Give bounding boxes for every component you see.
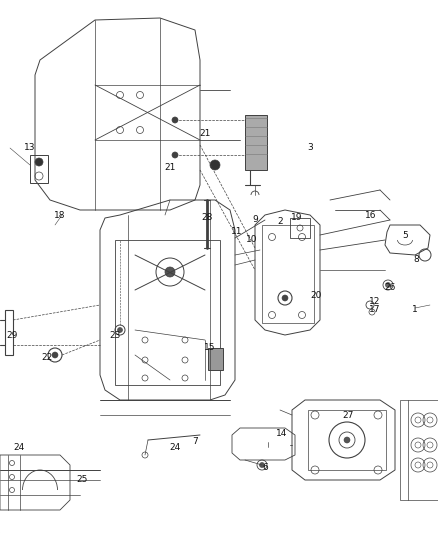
Text: 12: 12	[369, 297, 381, 306]
Text: 21: 21	[199, 128, 211, 138]
Text: 5: 5	[402, 230, 408, 239]
Bar	[245, 115, 267, 170]
Circle shape	[117, 327, 123, 333]
Text: 10: 10	[246, 236, 258, 245]
Circle shape	[210, 160, 220, 170]
Text: 8: 8	[413, 255, 419, 264]
Text: 15: 15	[204, 343, 216, 352]
Circle shape	[52, 352, 58, 358]
Bar	[308, 410, 386, 470]
Text: 19: 19	[291, 214, 303, 222]
Text: 1: 1	[412, 305, 418, 314]
Text: 25: 25	[76, 475, 88, 484]
Text: 24: 24	[14, 443, 25, 453]
Circle shape	[344, 437, 350, 443]
Circle shape	[172, 117, 178, 123]
Bar	[30, 155, 48, 183]
Text: 20: 20	[310, 290, 321, 300]
Bar	[262, 225, 314, 323]
Text: 11: 11	[231, 228, 243, 237]
Circle shape	[385, 282, 391, 287]
Circle shape	[35, 158, 43, 166]
Circle shape	[282, 295, 288, 301]
Text: 21: 21	[164, 164, 176, 173]
Text: 14: 14	[276, 429, 288, 438]
Bar	[208, 348, 223, 370]
Circle shape	[259, 463, 265, 467]
Text: 3: 3	[307, 143, 313, 152]
Text: 29: 29	[6, 330, 18, 340]
Text: 2: 2	[277, 217, 283, 227]
Text: 22: 22	[41, 353, 53, 362]
Text: 23: 23	[110, 330, 121, 340]
Text: 24: 24	[170, 443, 180, 453]
Circle shape	[165, 267, 175, 277]
Text: 28: 28	[201, 214, 213, 222]
Text: 13: 13	[24, 143, 36, 152]
Text: 18: 18	[54, 211, 66, 220]
Bar	[115, 240, 220, 385]
Text: 6: 6	[262, 464, 268, 472]
Bar	[5, 310, 13, 355]
Bar	[290, 218, 310, 238]
Text: 26: 26	[384, 284, 396, 293]
Text: 27: 27	[343, 410, 354, 419]
Text: 16: 16	[365, 211, 377, 220]
Text: 7: 7	[192, 438, 198, 447]
Circle shape	[172, 152, 178, 158]
Text: 17: 17	[369, 305, 381, 314]
Text: 9: 9	[252, 215, 258, 224]
